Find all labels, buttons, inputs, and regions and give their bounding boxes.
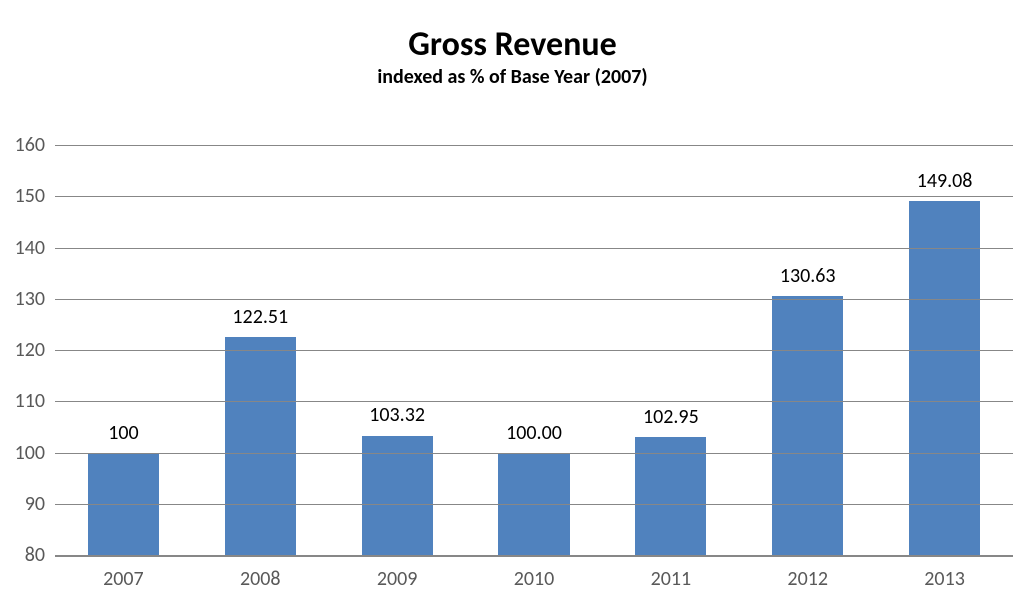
y-tick-label: 140: [0, 236, 45, 260]
gridline: [55, 401, 1013, 402]
x-tick-label: 2012: [787, 567, 828, 591]
x-tick-label: 2009: [377, 567, 418, 591]
bar: [909, 201, 980, 555]
gridline: [55, 248, 1013, 249]
chart-titles: Gross Revenue indexed as % of Base Year …: [0, 24, 1025, 89]
gridline: [55, 350, 1013, 351]
y-tick-label: 150: [0, 184, 45, 208]
x-tick-label: 2010: [514, 567, 555, 591]
x-tick-label: 2007: [103, 567, 144, 591]
bar-value-label: 100.00: [506, 421, 562, 445]
y-tick-label: 160: [0, 133, 45, 157]
x-tick-label: 2008: [240, 567, 281, 591]
bar-value-label: 100: [108, 421, 138, 445]
gridline: [55, 555, 1013, 557]
y-tick-label: 110: [0, 389, 45, 413]
bar-value-label: 102.95: [643, 405, 699, 429]
y-tick-label: 100: [0, 441, 45, 465]
x-tick-label: 2011: [651, 567, 692, 591]
bar: [772, 296, 843, 555]
gridline: [55, 453, 1013, 454]
x-tick-label: 2013: [924, 567, 965, 591]
gross-revenue-chart: Gross Revenue indexed as % of Base Year …: [0, 0, 1025, 614]
plot-area: 80901001101201301401501601002007122.5120…: [55, 145, 1013, 555]
gridline: [55, 504, 1013, 505]
bar-value-label: 103.32: [369, 403, 425, 427]
y-tick-label: 80: [0, 543, 45, 567]
bar: [635, 437, 706, 555]
gridline: [55, 299, 1013, 300]
bar-value-label: 149.08: [917, 169, 973, 193]
chart-subtitle: indexed as % of Base Year (2007): [0, 65, 1025, 89]
bar-value-label: 130.63: [780, 264, 836, 288]
bar-value-label: 122.51: [232, 305, 288, 329]
chart-title: Gross Revenue: [0, 24, 1025, 65]
gridline: [55, 196, 1013, 197]
y-tick-label: 120: [0, 338, 45, 362]
y-tick-label: 130: [0, 287, 45, 311]
y-tick-label: 90: [0, 492, 45, 516]
gridline: [55, 145, 1013, 146]
bar: [225, 337, 296, 555]
